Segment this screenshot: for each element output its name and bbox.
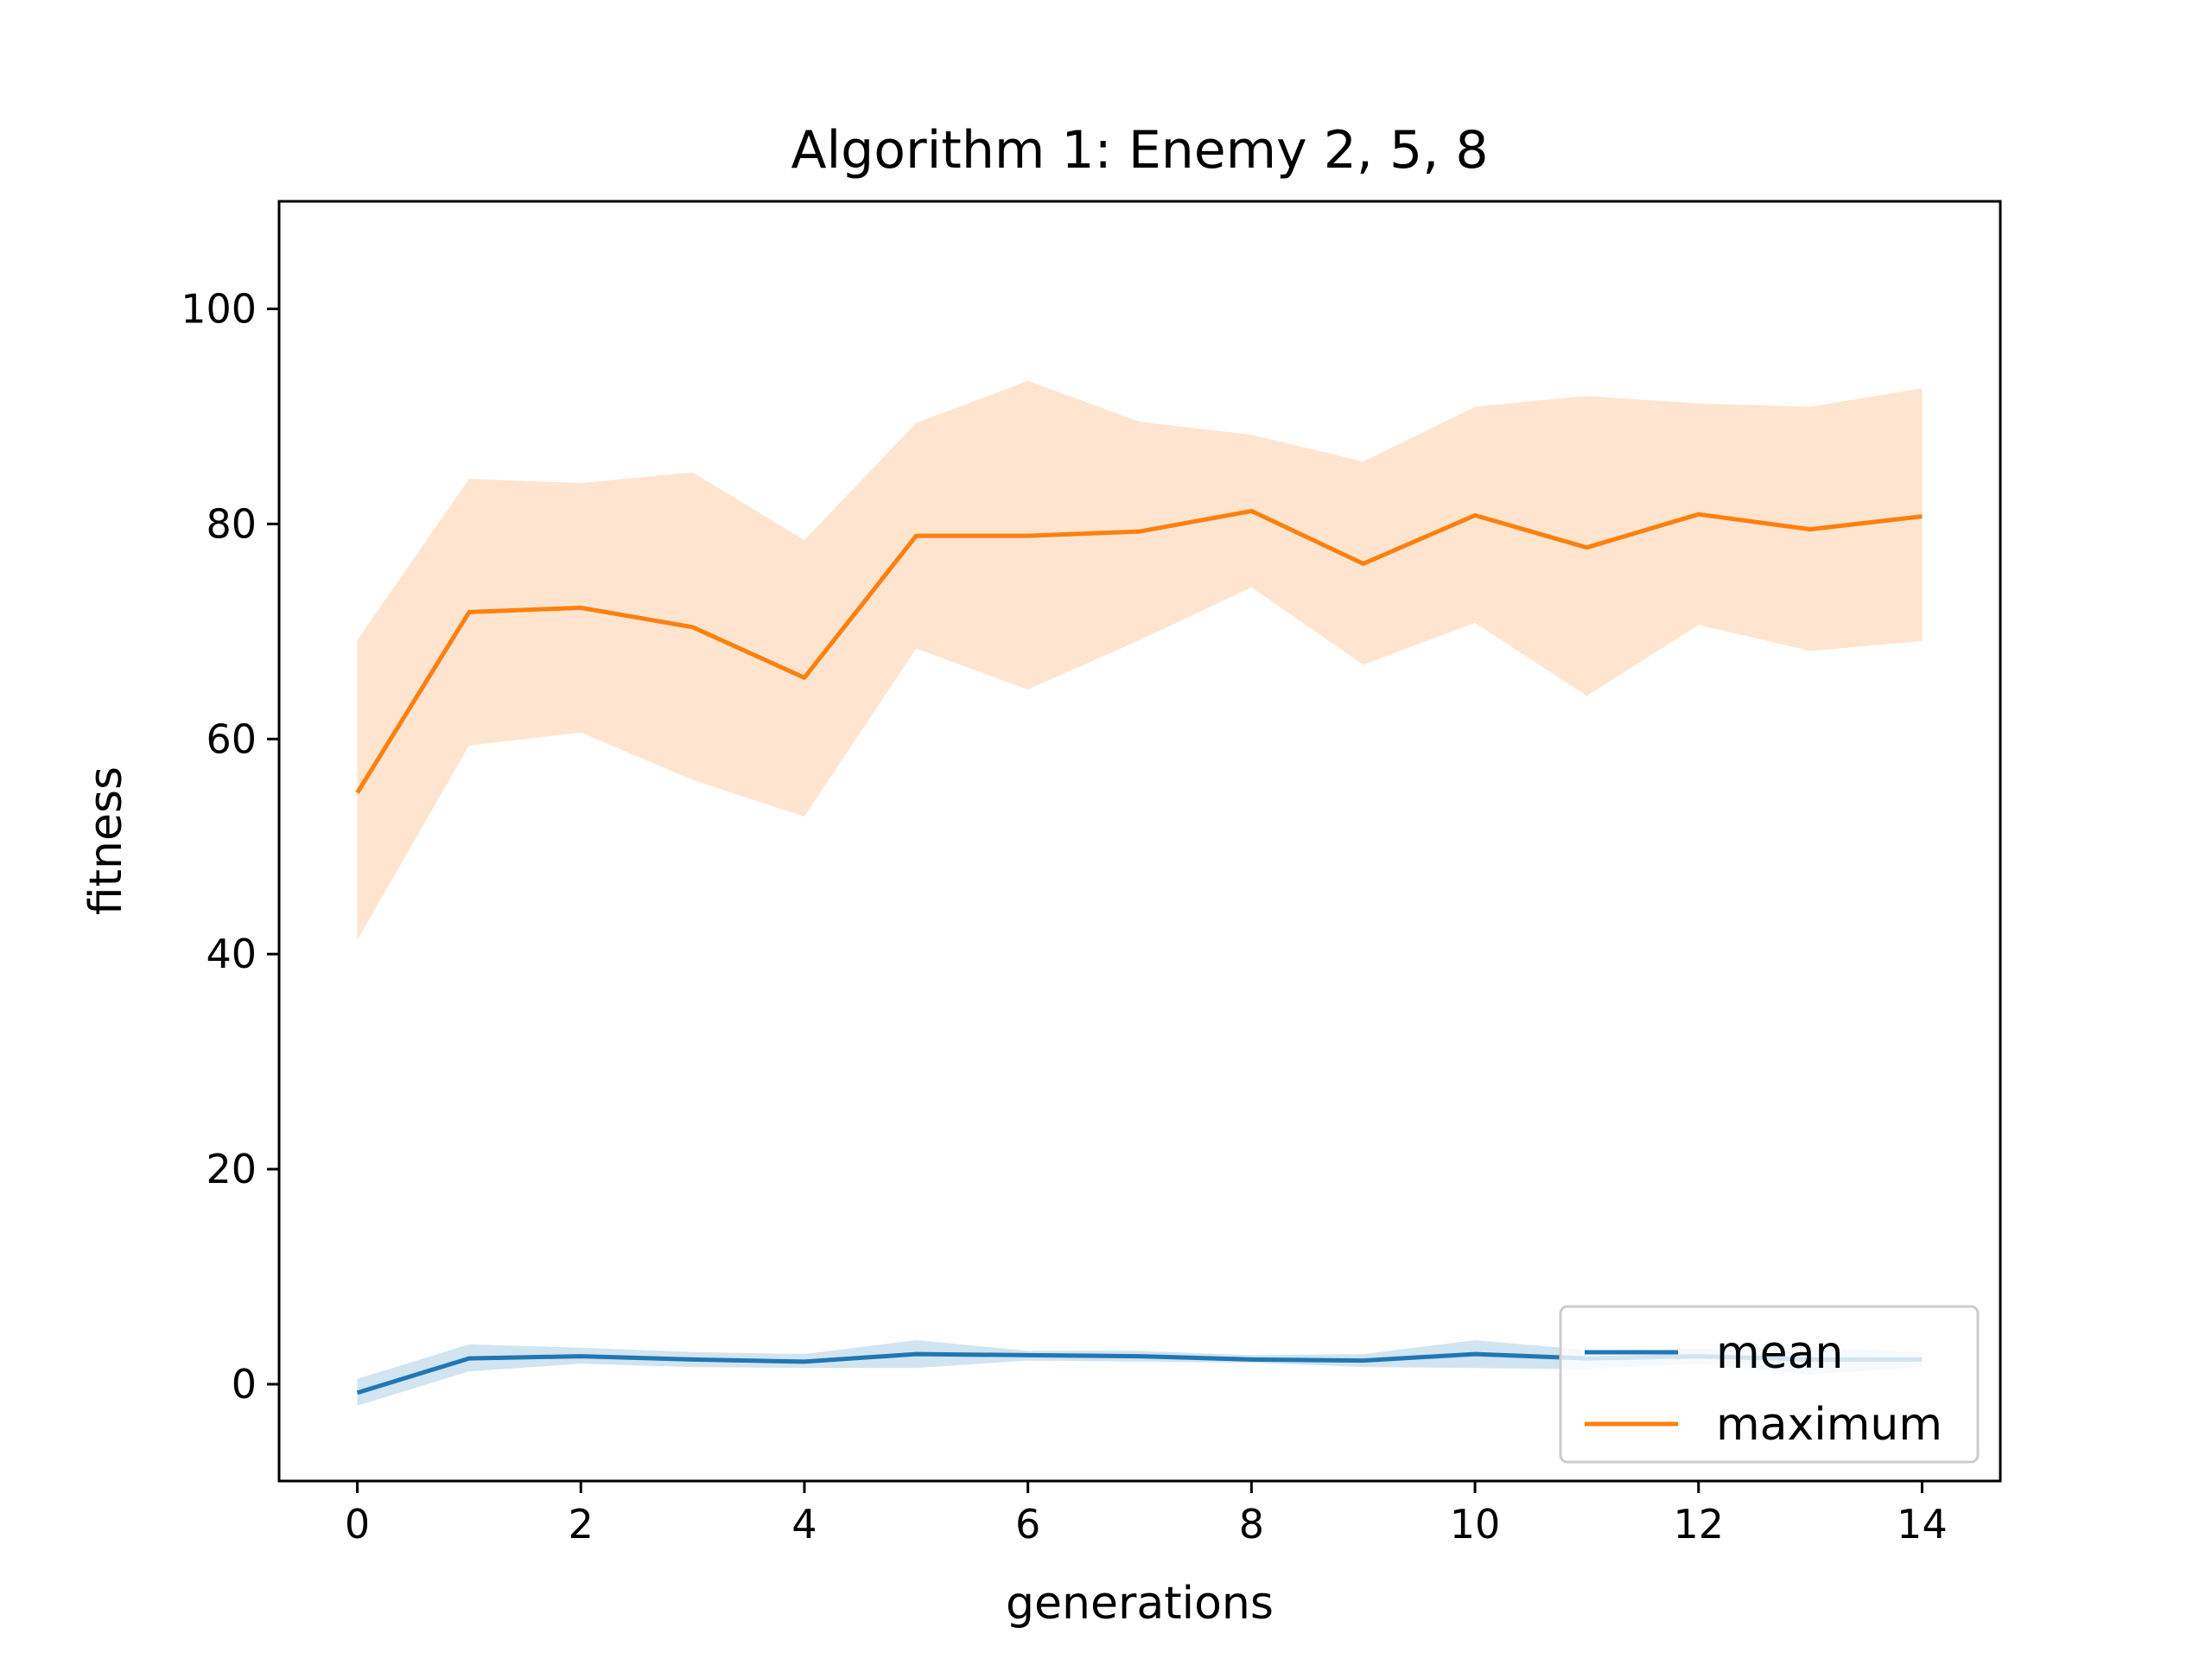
y-tick-label: 80 — [206, 500, 257, 547]
chart-title: Algorithm 1: Enemy 2, 5, 8 — [791, 120, 1488, 181]
x-tick-label: 2 — [569, 1501, 594, 1548]
legend-label-mean: mean — [1716, 1327, 1843, 1379]
legend: mean maximum — [1559, 1305, 1980, 1464]
y-axis-ticks: 0 20 40 60 80 100 — [181, 285, 279, 1408]
x-axis-ticks: 0 2 4 6 8 10 12 14 — [345, 1481, 1948, 1548]
confidence-bands — [357, 380, 1923, 1406]
x-axis-label: generations — [1006, 1578, 1274, 1630]
x-tick-label: 4 — [791, 1501, 817, 1548]
band-maximum — [357, 380, 1923, 940]
y-tick-label: 100 — [181, 285, 257, 332]
x-tick-label: 6 — [1015, 1501, 1040, 1548]
x-tick-label: 10 — [1450, 1501, 1501, 1548]
x-tick-label: 0 — [345, 1501, 370, 1548]
y-tick-label: 40 — [206, 931, 257, 977]
y-tick-label: 0 — [232, 1361, 257, 1408]
x-tick-label: 12 — [1673, 1501, 1724, 1548]
x-tick-label: 14 — [1897, 1501, 1948, 1548]
x-tick-label: 8 — [1239, 1501, 1264, 1548]
y-tick-label: 20 — [206, 1146, 257, 1192]
series-line-maximum — [355, 508, 1923, 794]
y-axis-label: fitness — [80, 766, 132, 915]
plot-area-frame — [277, 200, 2002, 1483]
legend-label-maximum: maximum — [1716, 1399, 1942, 1451]
y-tick-label: 60 — [206, 715, 257, 762]
